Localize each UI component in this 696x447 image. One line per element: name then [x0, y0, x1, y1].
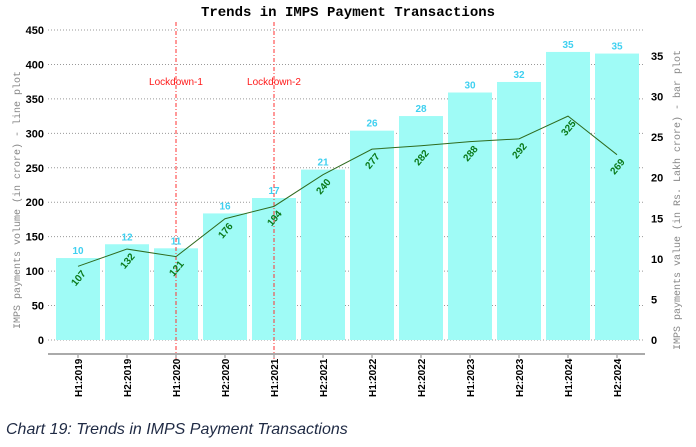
y-axis-right-label: IMPS payments value (in Rs. Lakh crore) … [672, 50, 684, 350]
bar-value-label: 35 [562, 40, 574, 51]
x-tick-label: H1:2019 [74, 358, 85, 397]
bar-value-label: 32 [513, 70, 525, 81]
bar [56, 258, 100, 340]
bar [595, 53, 639, 341]
bar [105, 244, 149, 340]
bar [350, 130, 394, 340]
x-tick-label: H2:2021 [319, 358, 330, 397]
lockdown-label: Lockdown-1 [149, 77, 203, 88]
bar-value-label: 35 [611, 42, 623, 53]
x-tick-label: H2:2022 [417, 358, 428, 397]
imps-chart: Trends in IMPS Payment Transactions 10 10… [12, 5, 684, 397]
x-tick-label: H1:2022 [368, 358, 379, 397]
bar [399, 116, 443, 340]
x-tick-label: H1:2024 [564, 358, 575, 397]
volume-line [77, 115, 618, 267]
y-left-tick: 400 [26, 59, 44, 71]
bar-value-label: 28 [415, 104, 427, 115]
y-right-tick: 5 [651, 294, 657, 306]
y-right-tick: 20 [651, 173, 663, 185]
bar-value-label: 30 [464, 81, 476, 92]
chart-title: Trends in IMPS Payment Transactions [201, 5, 495, 21]
x-tick-label: H1:2023 [466, 358, 477, 397]
bar [546, 51, 590, 340]
bar-value-label: 17 [268, 186, 280, 197]
bar-value-label: 16 [219, 201, 231, 212]
lockdown-label: Lockdown-2 [247, 77, 301, 88]
bar [203, 213, 247, 340]
y-right-tick: 25 [651, 132, 663, 144]
x-tick-label: H1:2021 [270, 358, 281, 397]
y-right-tick: 0 [651, 335, 657, 347]
y-left-tick: 0 [38, 335, 44, 347]
y-right-tick: 10 [651, 254, 663, 266]
y-left-tick: 100 [26, 266, 44, 278]
bar [497, 81, 541, 341]
x-tick-label: H2:2024 [613, 358, 624, 397]
bar-value-label: 11 [171, 236, 182, 247]
bar-value-label: 10 [72, 246, 84, 257]
x-tick-label: H1:2020 [172, 358, 183, 397]
x-tick-label: H2:2023 [515, 358, 526, 397]
y-right-tick: 15 [651, 213, 663, 225]
y-left-tick: 50 [32, 301, 44, 313]
bar-value-label: 12 [121, 232, 133, 243]
y-right-tick: 30 [651, 92, 663, 104]
y-left-tick: 450 [26, 25, 44, 37]
chart-caption: Chart 19: Trends in IMPS Payment Transac… [6, 421, 348, 438]
bar [301, 169, 345, 340]
y-left-tick: 200 [26, 197, 44, 209]
bar-value-label: 26 [366, 119, 378, 130]
bar [448, 92, 492, 340]
y-left-tick: 300 [26, 128, 44, 140]
x-tick-label: H2:2019 [123, 358, 134, 397]
y-left-tick: 250 [26, 163, 44, 175]
y-left-tick: 350 [26, 94, 44, 106]
x-tick-label: H2:2020 [221, 358, 232, 397]
y-axis-left-label: IMPS payments volume (in crore) - line p… [12, 71, 24, 329]
y-left-tick: 150 [26, 232, 44, 244]
bar-value-label: 21 [317, 158, 329, 169]
y-right-tick: 35 [651, 51, 663, 63]
